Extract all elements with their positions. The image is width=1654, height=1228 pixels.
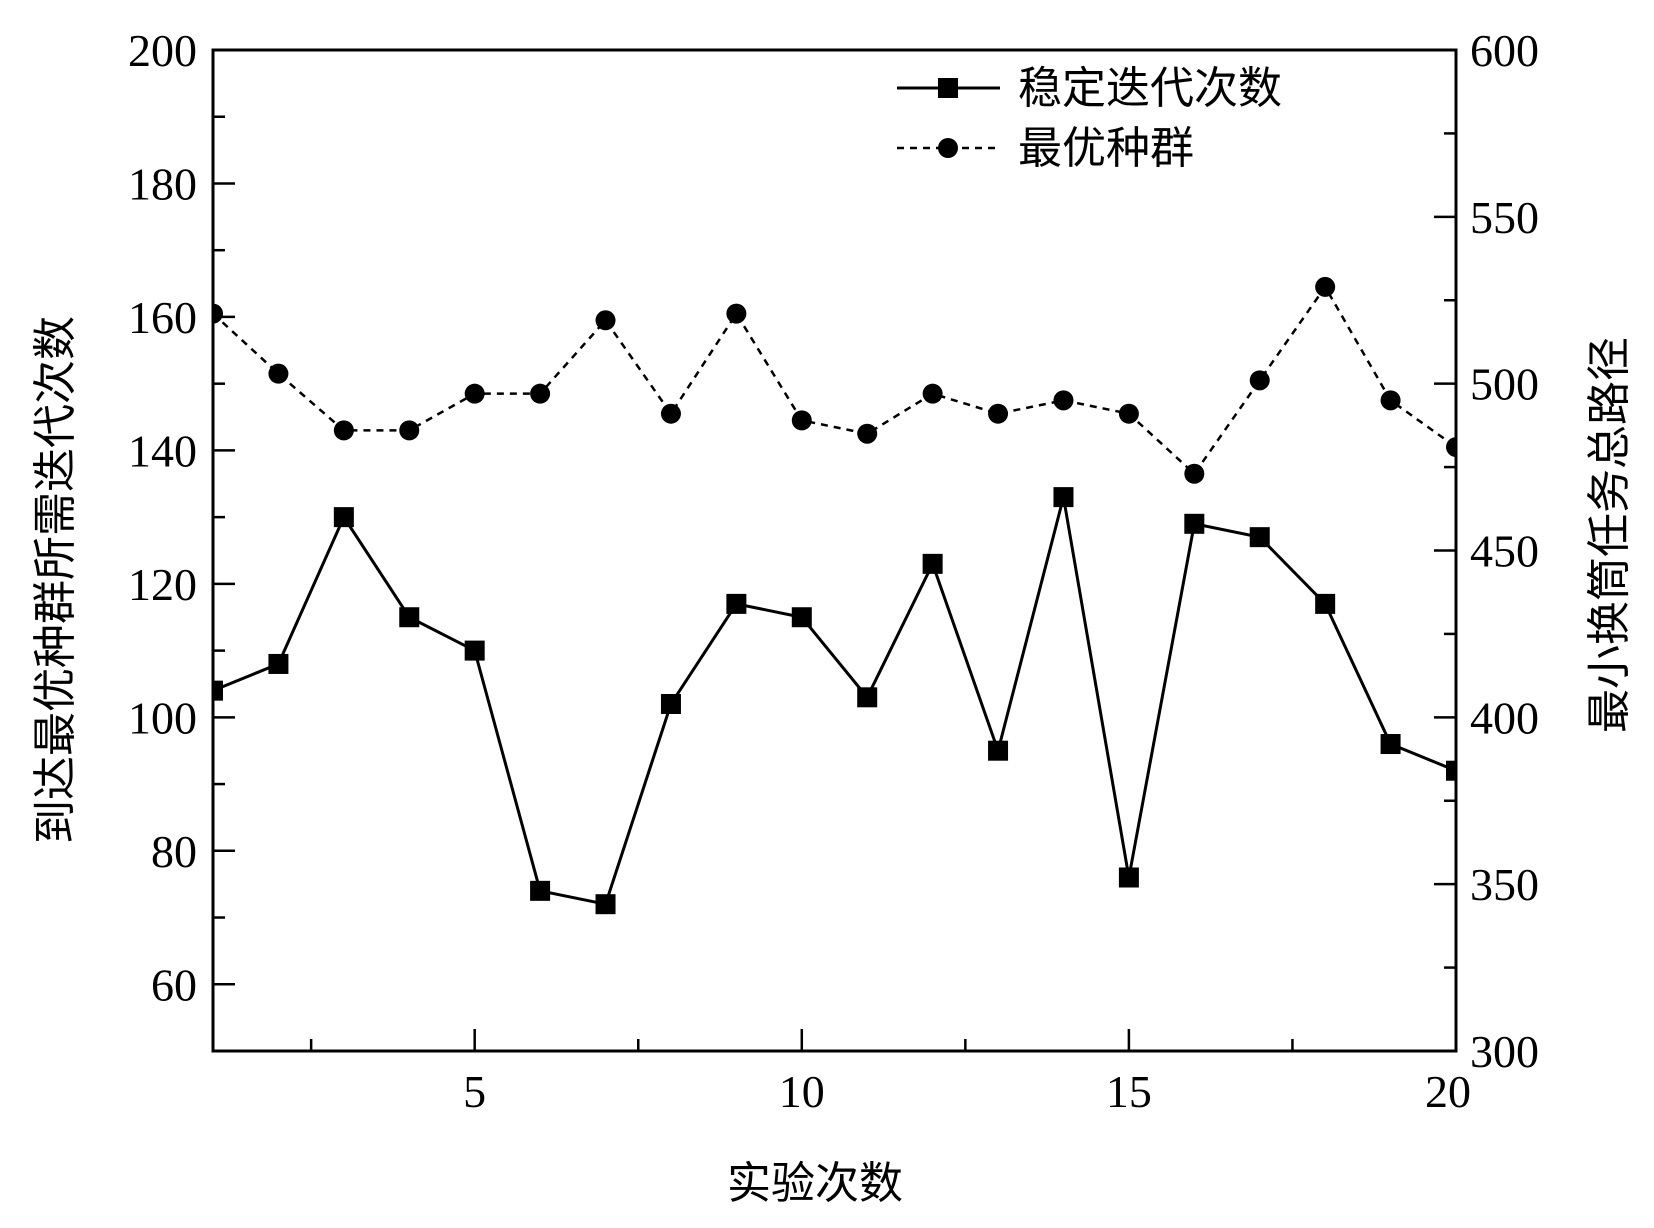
data-point-square xyxy=(595,894,616,915)
left-y-tick-label: 160 xyxy=(128,292,197,343)
data-point-square xyxy=(922,553,943,574)
data-point-circle xyxy=(726,303,747,324)
data-point-square xyxy=(988,740,1009,761)
series-1 xyxy=(213,276,1456,484)
left-y-tick-label: 60 xyxy=(151,959,197,1010)
data-point-square xyxy=(1446,760,1456,781)
right-y-tick-label: 500 xyxy=(1470,359,1539,410)
x-tick-label: 20 xyxy=(1425,1066,1471,1117)
data-point-circle xyxy=(1380,390,1401,411)
data-point-circle xyxy=(1249,370,1270,391)
data-point-circle xyxy=(1118,403,1139,424)
data-point-circle xyxy=(1053,390,1074,411)
data-point-circle xyxy=(1184,463,1205,484)
data-point-square xyxy=(1380,734,1401,755)
data-point-circle xyxy=(1446,437,1456,458)
data-point-square xyxy=(268,653,289,674)
data-point-circle xyxy=(333,420,354,441)
left-y-tick-label: 80 xyxy=(151,826,197,877)
data-point-square xyxy=(464,640,485,661)
legend-item-stable-iterations: 稳定迭代次数 xyxy=(897,63,1282,114)
data-point-square xyxy=(213,680,223,701)
data-point-circle xyxy=(922,383,943,404)
right-y-tick-label: 550 xyxy=(1470,192,1539,243)
right-y-tick-label: 350 xyxy=(1470,859,1539,910)
x-axis-title: 实验次数 xyxy=(727,1158,903,1209)
data-point-square xyxy=(530,880,551,901)
data-point-circle xyxy=(464,383,485,404)
series-line-1 xyxy=(213,284,1456,476)
x-tick-label: 5 xyxy=(463,1066,486,1117)
axes: 60 80 100 120 140 160 180 200 300 350 400 450 500 550… xyxy=(128,25,1539,1117)
left-y-tick-label: 120 xyxy=(128,559,197,610)
data-point-square xyxy=(399,607,420,628)
data-point-square xyxy=(1249,527,1270,548)
series-layer xyxy=(213,276,1456,915)
left-y-tick-label: 100 xyxy=(128,692,197,743)
data-point-circle xyxy=(213,303,223,324)
data-point-square xyxy=(660,693,681,714)
data-point-square xyxy=(1315,593,1336,614)
data-point-square xyxy=(333,507,354,528)
right-y-tick-label: 300 xyxy=(1470,1026,1539,1077)
data-point-circle xyxy=(988,403,1009,424)
data-point-circle xyxy=(595,310,616,331)
legend-item-best-population: 最优种群 xyxy=(897,123,1194,174)
legend-marker-square xyxy=(938,78,958,98)
left-y-tick-label: 140 xyxy=(128,425,197,476)
x-tick-label: 15 xyxy=(1106,1066,1152,1117)
data-point-circle xyxy=(1315,276,1336,297)
data-point-square xyxy=(1118,867,1139,888)
right-y-axis-title: 最小换筒任务总路径 xyxy=(1584,337,1635,733)
right-y-tick-label: 400 xyxy=(1470,692,1539,743)
right-y-tick-label: 600 xyxy=(1470,25,1539,76)
data-point-square xyxy=(857,687,878,708)
left-y-tick-label: 200 xyxy=(128,25,197,76)
data-point-circle xyxy=(660,403,681,424)
right-y-tick-label: 450 xyxy=(1470,526,1539,577)
data-point-square xyxy=(1184,513,1205,534)
x-tick-label: 10 xyxy=(779,1066,825,1117)
legend: 稳定迭代次数 最优种群 xyxy=(897,63,1282,174)
series-line-0 xyxy=(213,496,1456,906)
legend-label-best-population: 最优种群 xyxy=(1018,123,1194,174)
left-y-axis-title: 到达最优种群所需迭代次数 xyxy=(30,316,81,844)
legend-marker-circle xyxy=(938,138,958,158)
plot-frame xyxy=(211,48,1458,1053)
data-point-circle xyxy=(791,410,812,431)
data-point-circle xyxy=(530,383,551,404)
data-point-circle xyxy=(399,420,420,441)
data-point-circle xyxy=(268,363,289,384)
data-point-square xyxy=(726,593,747,614)
series-0 xyxy=(213,487,1456,915)
data-point-square xyxy=(791,607,812,628)
legend-label-stable-iterations: 稳定迭代次数 xyxy=(1018,63,1282,114)
data-point-square xyxy=(1053,487,1074,508)
left-y-tick-label: 180 xyxy=(128,158,197,209)
data-point-circle xyxy=(857,423,878,444)
